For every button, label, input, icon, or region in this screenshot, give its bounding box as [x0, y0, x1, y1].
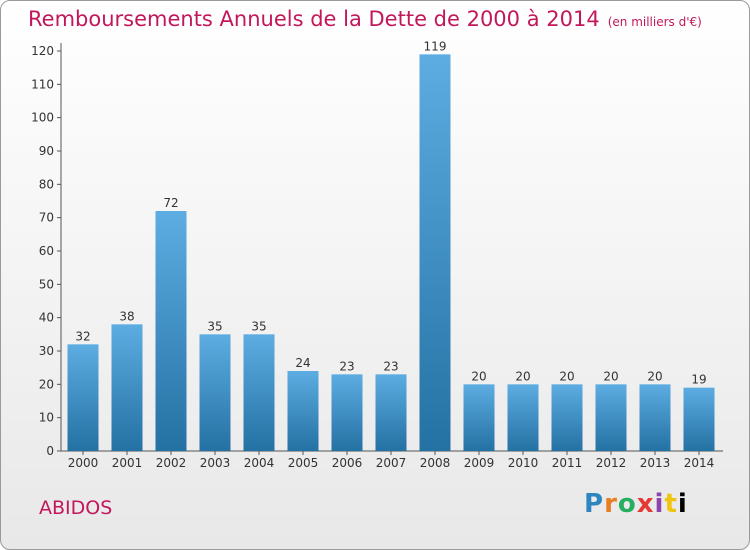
x-tick-label: 2009	[464, 456, 495, 470]
y-tick-label: 60	[39, 244, 54, 258]
x-tick-label: 2012	[596, 456, 627, 470]
bar-value-label: 72	[163, 196, 178, 210]
bar-value-label: 20	[559, 369, 574, 383]
bar	[67, 344, 99, 451]
bar	[551, 384, 583, 451]
x-tick-label: 2004	[244, 456, 275, 470]
x-tick-label: 2001	[112, 456, 143, 470]
x-tick-label: 2002	[156, 456, 187, 470]
y-tick-label: 20	[39, 377, 54, 391]
proxiti-logo: Proxiti	[584, 489, 688, 519]
x-tick-label: 2008	[420, 456, 451, 470]
x-tick-label: 2006	[332, 456, 363, 470]
bar	[639, 384, 671, 451]
logo-letter: r	[604, 489, 618, 519]
bar	[595, 384, 627, 451]
bar-value-label: 20	[647, 369, 662, 383]
x-tick-label: 2011	[552, 456, 583, 470]
bar	[419, 54, 451, 451]
bar	[331, 374, 363, 451]
chart-title-text: Remboursements Annuels de la Dette de 20…	[28, 7, 600, 31]
chart-subtitle: (en milliers d'€)	[607, 15, 702, 29]
logo-letter: P	[584, 489, 605, 519]
bar-value-label: 20	[515, 369, 530, 383]
bar	[243, 334, 275, 451]
chart-axes: 0 10 20 30 40 50 60 70 80 90 100 110 120 2000 2001 2002…	[31, 43, 723, 470]
y-tick-label: 0	[46, 444, 54, 458]
bar	[199, 334, 231, 451]
bar	[375, 374, 407, 451]
logo-letter: i	[654, 489, 665, 519]
logo-letter: o	[617, 489, 637, 519]
bar-value-label: 24	[295, 356, 310, 370]
chart-bars: 32 38 72 35 35 24 23 23 119 20 20 20 20 20 19	[67, 39, 715, 451]
bar-value-label: 19	[691, 373, 706, 387]
y-tick-label: 120	[31, 44, 54, 58]
y-tick-label: 70	[39, 211, 54, 225]
y-tick-label: 90	[39, 144, 54, 158]
x-tick-label: 2014	[684, 456, 715, 470]
chart-title: Remboursements Annuels de la Dette de 20…	[28, 7, 702, 31]
bar	[155, 211, 187, 451]
x-tick-label: 2003	[200, 456, 231, 470]
bar-value-label: 119	[424, 39, 447, 53]
y-tick-label: 100	[31, 111, 54, 125]
bar-value-label: 23	[383, 359, 398, 373]
x-tick-label: 2010	[508, 456, 539, 470]
bar	[507, 384, 539, 451]
x-tick-label: 2000	[68, 456, 99, 470]
bar-value-label: 35	[207, 319, 222, 333]
bar-value-label: 38	[119, 309, 134, 323]
bar	[463, 384, 495, 451]
bar	[287, 371, 319, 451]
bar	[111, 324, 143, 451]
logo-letter: x	[636, 489, 655, 519]
y-tick-label: 30	[39, 344, 54, 358]
logo-letter: i	[677, 489, 688, 519]
bar-value-label: 32	[75, 329, 90, 343]
y-tick-label: 10	[39, 411, 54, 425]
bar-value-label: 20	[471, 369, 486, 383]
bar-value-label: 35	[251, 319, 266, 333]
y-tick-label: 80	[39, 177, 54, 191]
x-tick-label: 2005	[288, 456, 319, 470]
y-tick-label: 40	[39, 311, 54, 325]
x-tick-label: 2007	[376, 456, 407, 470]
bar-value-label: 23	[339, 359, 354, 373]
bar-value-label: 20	[603, 369, 618, 383]
y-tick-label: 50	[39, 277, 54, 291]
x-tick-label: 2013	[640, 456, 671, 470]
y-tick-label: 110	[31, 77, 54, 91]
commune-name: ABIDOS	[39, 497, 113, 519]
bar	[683, 387, 715, 451]
logo-letter: t	[664, 489, 678, 519]
bar-chart: 0 10 20 30 40 50 60 70 80 90 100 110 120 2000 2001 2002…	[31, 39, 723, 470]
